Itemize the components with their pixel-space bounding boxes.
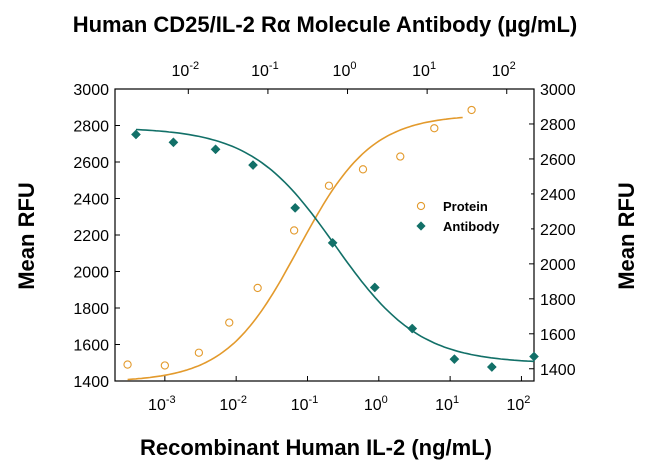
y-left-tick-label: 1800 <box>73 301 109 318</box>
y-left-tick-label: 2000 <box>73 265 109 282</box>
antibody-data-point <box>407 323 418 334</box>
protein-data-point <box>358 165 368 174</box>
protein-data-point <box>160 361 169 370</box>
y-left-tick-label: 2600 <box>73 155 109 172</box>
x-top-tick-label: 100 <box>333 60 357 80</box>
x-bottom-tick-label: 102 <box>506 394 530 414</box>
protein-data-point <box>253 283 262 293</box>
legend-box <box>398 190 531 240</box>
antibody-data-point <box>248 160 258 171</box>
protein-data-point <box>123 360 132 369</box>
x-bottom-tick-label: 10-1 <box>291 394 319 414</box>
y-axis-label-left: Mean RFU <box>14 182 39 290</box>
antibody-data-point <box>131 129 141 140</box>
y-left-tick-label: 2800 <box>73 119 109 136</box>
legend: Protein Antibody <box>398 190 531 240</box>
y-right-tick-label: 2600 <box>540 152 576 169</box>
chart-title: Human CD25/IL-2 Rα Molecule Antibody (µg… <box>73 12 578 37</box>
antibody-data-point <box>486 362 497 372</box>
y-axis-label-right: Mean RFU <box>614 182 639 290</box>
legend-label: Antibody <box>443 219 500 234</box>
legend-label: Protein <box>443 199 488 214</box>
data-point-layer <box>123 105 539 372</box>
x-axis-label: Recombinant Human IL-2 (ng/mL) <box>140 435 492 460</box>
protein-data-point <box>289 226 299 235</box>
protein-fit-curve <box>127 116 463 381</box>
protein-data-point <box>396 152 405 161</box>
y-left-tick-label: 1600 <box>73 338 109 355</box>
antibody-data-point <box>168 137 179 148</box>
protein-data-point <box>467 105 476 115</box>
x-bottom-tick-label: 10-2 <box>219 394 247 414</box>
x-top-tick-label: 101 <box>412 60 436 80</box>
antibody-data-point <box>290 202 301 213</box>
antibody-data-point <box>529 351 539 362</box>
x-top-tick-label: 10-1 <box>251 60 279 80</box>
y-right-tick-label: 1600 <box>540 327 576 344</box>
y-right-tick-label: 1800 <box>540 292 576 309</box>
y-right-tick-label: 2200 <box>540 222 576 239</box>
x-top-tick-label: 102 <box>492 60 516 80</box>
y-right-tick-label: 2400 <box>540 187 576 204</box>
y-right-tick-label: 2000 <box>540 257 576 274</box>
x-bottom-tick-label: 101 <box>435 394 459 414</box>
y-left-tick-label: 2200 <box>73 228 109 245</box>
y-right-tick-label: 2800 <box>540 117 576 134</box>
y-right-tick-label: 1400 <box>540 362 576 379</box>
protein-data-point <box>225 318 234 327</box>
y-left-tick-label: 2400 <box>73 192 109 209</box>
legend-protein-marker <box>416 201 426 211</box>
y-right-tick-label: 3000 <box>540 82 576 99</box>
tick-layer: 10-3 10-2 10-1 100 101 102 10-2 10-1 100 101 102 14… <box>73 60 575 414</box>
protein-data-point <box>194 348 204 357</box>
protein-data-point <box>324 181 334 190</box>
x-bottom-tick-label: 100 <box>364 394 388 414</box>
y-left-tick-label: 1400 <box>73 374 109 391</box>
antibody-data-point <box>210 144 221 155</box>
x-top-tick-label: 10-2 <box>172 60 200 80</box>
antibody-data-point <box>327 237 338 248</box>
x-bottom-tick-label: 10-3 <box>148 394 176 414</box>
y-left-tick-label: 3000 <box>73 82 109 99</box>
antibody-data-point <box>369 282 380 293</box>
protein-data-point <box>430 124 439 133</box>
legend-antibody-marker <box>416 221 426 231</box>
fit-curve-layer <box>127 116 535 381</box>
antibody-data-point <box>449 354 460 365</box>
